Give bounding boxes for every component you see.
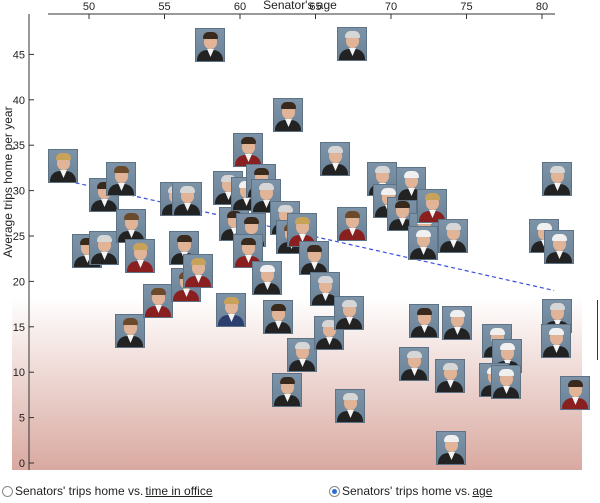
senator-photo[interactable]: [183, 254, 213, 288]
senator-photo[interactable]: [334, 296, 364, 330]
senator-photo[interactable]: [287, 338, 317, 372]
senator-photo[interactable]: [216, 293, 246, 327]
senator-photo[interactable]: [89, 231, 119, 265]
senator-photo[interactable]: [116, 209, 146, 243]
senator-photo[interactable]: [48, 149, 78, 183]
senator-photo[interactable]: [143, 284, 173, 318]
senator-photo[interactable]: [417, 189, 447, 223]
senator-photo[interactable]: [560, 376, 590, 410]
senator-photo[interactable]: [115, 314, 145, 348]
senator-photo[interactable]: [438, 219, 468, 253]
y-tick-label: 45: [13, 49, 25, 61]
senator-photo[interactable]: [399, 347, 429, 381]
x-tick-label: 70: [385, 1, 397, 13]
senator-photo[interactable]: [233, 133, 263, 167]
y-tick-label: 15: [13, 322, 25, 334]
senator-photo[interactable]: [106, 162, 136, 196]
senator-photo[interactable]: [408, 226, 438, 260]
senator-photo[interactable]: [409, 304, 439, 338]
senator-photo[interactable]: [542, 162, 572, 196]
senator-photo[interactable]: [335, 389, 365, 423]
x-tick-label: 65: [309, 1, 321, 13]
option-age[interactable]: Senators' trips home vs. age: [329, 484, 492, 498]
senator-photo[interactable]: [172, 182, 202, 216]
senator-photo[interactable]: [195, 28, 225, 62]
senator-photo[interactable]: [435, 359, 465, 393]
senator-photo[interactable]: [263, 300, 293, 334]
senator-photo[interactable]: [299, 241, 329, 275]
option-age-prefix: Senators' trips home vs.: [342, 484, 471, 498]
senator-photo[interactable]: [337, 27, 367, 61]
senator-photo[interactable]: [491, 365, 521, 399]
y-tick-label: 30: [13, 186, 25, 198]
senator-photo[interactable]: [541, 324, 571, 358]
option-time-in-office[interactable]: Senators' trips home vs. time in office: [2, 484, 213, 498]
x-tick-label: 50: [83, 1, 95, 13]
senator-photo[interactable]: [544, 230, 574, 264]
senator-photo[interactable]: [314, 316, 344, 350]
senator-photo[interactable]: [125, 239, 155, 273]
y-tick-label: 40: [13, 95, 25, 107]
x-axis-title: Senator's age: [263, 0, 337, 12]
senator-photo[interactable]: [320, 142, 350, 176]
senator-photo[interactable]: [337, 207, 367, 241]
senator-photo[interactable]: [273, 98, 303, 132]
y-tick-label: 5: [19, 413, 25, 425]
senator-photo[interactable]: [436, 431, 466, 465]
radio-time-in-office[interactable]: [2, 485, 13, 497]
senator-photo[interactable]: [442, 306, 472, 340]
x-tick-label: 75: [460, 1, 472, 13]
age-link[interactable]: age: [472, 484, 493, 498]
senator-photo[interactable]: [233, 234, 263, 268]
option-time-in-office-prefix: Senators' trips home vs.: [15, 484, 144, 498]
senator-photo[interactable]: [272, 373, 302, 407]
y-tick-label: 0: [19, 458, 25, 470]
y-tick-label: 10: [13, 367, 25, 379]
divider: [597, 300, 598, 360]
time-in-office-link[interactable]: time in office: [145, 484, 213, 498]
y-axis-title: Average trips home per year: [1, 106, 15, 257]
x-tick-label: 55: [158, 1, 170, 13]
senator-photo[interactable]: [396, 167, 426, 201]
senator-photo[interactable]: [252, 261, 282, 295]
x-tick-label: 80: [536, 1, 548, 13]
radio-age[interactable]: [329, 485, 340, 497]
x-tick-label: 60: [234, 1, 246, 13]
y-tick-label: 35: [13, 140, 25, 152]
y-tick-label: 20: [13, 276, 25, 288]
view-toggle: Senators' trips home vs. time in office …: [0, 482, 600, 502]
y-tick-label: 25: [13, 231, 25, 243]
